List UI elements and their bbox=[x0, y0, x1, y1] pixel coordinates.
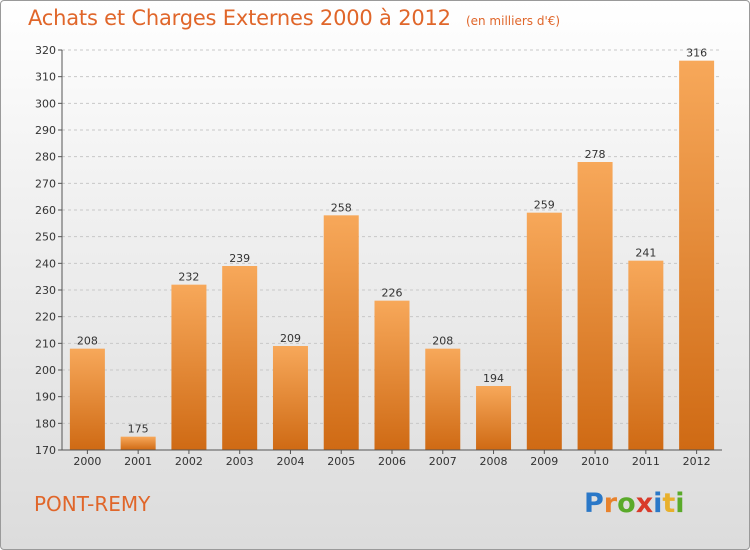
chart-title: Achats et Charges Externes 2000 à 2012 bbox=[28, 6, 451, 30]
y-tick-label: 300 bbox=[35, 97, 56, 110]
bar bbox=[323, 215, 359, 450]
y-tick-label: 170 bbox=[35, 444, 56, 457]
bar bbox=[526, 212, 562, 450]
data-label: 258 bbox=[331, 201, 352, 214]
logo-letter: i bbox=[675, 488, 685, 519]
chart-header: Achats et Charges Externes 2000 à 2012 (… bbox=[28, 6, 560, 30]
data-label: 194 bbox=[483, 372, 504, 385]
x-tick-label: 2007 bbox=[429, 455, 457, 468]
x-tick-label: 2012 bbox=[683, 455, 711, 468]
bar bbox=[374, 300, 410, 450]
logo-letter: P bbox=[584, 488, 604, 519]
bar bbox=[120, 436, 156, 450]
bar bbox=[272, 346, 308, 450]
logo-letter: t bbox=[662, 488, 676, 519]
y-tick-label: 180 bbox=[35, 417, 56, 430]
x-tick-label: 2011 bbox=[632, 455, 660, 468]
data-label: 278 bbox=[585, 148, 606, 161]
y-tick-label: 320 bbox=[35, 44, 56, 57]
y-tick-label: 310 bbox=[35, 71, 56, 84]
y-tick-label: 270 bbox=[35, 177, 56, 190]
x-tick-label: 2008 bbox=[480, 455, 508, 468]
y-tick-label: 240 bbox=[35, 257, 56, 270]
city-name: PONT-REMY bbox=[34, 492, 151, 516]
logo-letter: o bbox=[617, 488, 636, 519]
y-tick-label: 200 bbox=[35, 364, 56, 377]
bar bbox=[425, 348, 461, 450]
chart-subtitle: (en milliers d'€) bbox=[465, 14, 561, 28]
y-tick-label: 190 bbox=[35, 391, 56, 404]
x-tick-label: 2005 bbox=[327, 455, 355, 468]
bar bbox=[476, 386, 512, 450]
data-label: 175 bbox=[128, 423, 149, 436]
logo-letter: i bbox=[653, 488, 663, 519]
bar bbox=[171, 284, 207, 450]
data-label: 259 bbox=[534, 199, 555, 212]
data-label: 316 bbox=[686, 47, 707, 60]
y-tick-label: 210 bbox=[35, 337, 56, 350]
bar bbox=[628, 260, 664, 450]
x-tick-label: 2010 bbox=[581, 455, 609, 468]
data-label: 208 bbox=[77, 335, 98, 348]
data-label: 239 bbox=[229, 252, 250, 265]
x-tick-label: 2009 bbox=[530, 455, 558, 468]
y-tick-label: 220 bbox=[35, 311, 56, 324]
y-tick-label: 280 bbox=[35, 151, 56, 164]
data-label: 241 bbox=[635, 247, 656, 260]
x-tick-label: 2004 bbox=[276, 455, 304, 468]
data-label: 232 bbox=[178, 271, 199, 284]
proxiti-logo: Proxiti bbox=[584, 488, 685, 519]
data-label: 226 bbox=[382, 287, 403, 300]
y-tick-label: 230 bbox=[35, 284, 56, 297]
x-tick-label: 2006 bbox=[378, 455, 406, 468]
logo-letter: r bbox=[603, 488, 618, 519]
x-tick-label: 2001 bbox=[124, 455, 152, 468]
y-tick-label: 260 bbox=[35, 204, 56, 217]
bar bbox=[222, 266, 258, 450]
data-label: 209 bbox=[280, 332, 301, 345]
bar bbox=[679, 60, 715, 451]
x-tick-label: 2000 bbox=[73, 455, 101, 468]
logo-letter: x bbox=[635, 488, 654, 519]
y-tick-label: 290 bbox=[35, 124, 56, 137]
bar bbox=[577, 162, 613, 450]
data-label: 208 bbox=[432, 335, 453, 348]
y-tick-label: 250 bbox=[35, 231, 56, 244]
x-tick-label: 2002 bbox=[175, 455, 203, 468]
x-tick-label: 2003 bbox=[226, 455, 254, 468]
bar bbox=[69, 348, 105, 450]
